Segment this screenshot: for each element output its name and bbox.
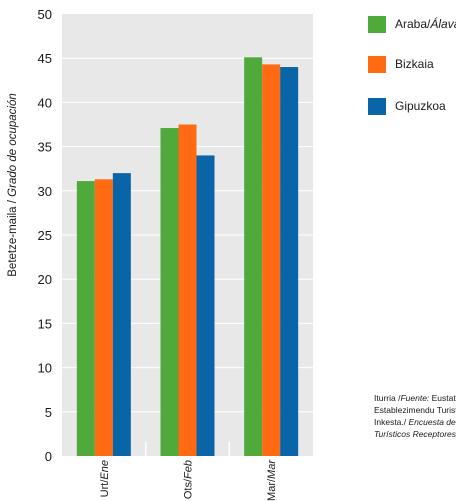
legend-label-araba: Araba/Álava <box>395 17 456 31</box>
y-tick-label: 0 <box>45 449 52 464</box>
y-tick-label: 30 <box>38 184 52 199</box>
source-line-1: Iturria /Fuente: Eustat. Establezimendu … <box>374 393 456 403</box>
bar <box>76 181 95 457</box>
legend-swatch-bizkaia <box>368 55 386 73</box>
y-axis-label: Betetze-maila / Grado de ocupación <box>7 93 19 276</box>
x-category-label: Ots/Feb <box>183 460 195 499</box>
y-tick-label: 15 <box>38 316 52 331</box>
y-tick-label: 35 <box>38 140 52 155</box>
bar <box>160 128 179 456</box>
y-axis-ticks: 0 5 10 15 20 25 30 35 40 45 50 <box>38 7 52 464</box>
legend-item-gipuzkoa: Gipuzkoa <box>368 96 446 116</box>
y-tick-label: 10 <box>38 361 52 376</box>
y-tick-label: 20 <box>38 272 52 287</box>
bar <box>244 57 263 456</box>
source-line-2: Establezimendu Turistiko <box>374 405 456 415</box>
legend-item-araba: Araba/Álava <box>368 14 456 34</box>
source-line-4: Turísticos Receptores <box>374 429 456 439</box>
legend-item-bizkaia: Bizkaia <box>368 54 434 74</box>
x-category-label: Mar/Mar <box>266 459 278 501</box>
source-line-3: Inkesta./ Encuesta de Establecimientos <box>374 417 456 427</box>
legend-swatch-gipuzkoa <box>368 97 386 115</box>
y-tick-label: 40 <box>38 95 52 110</box>
bar <box>196 155 215 456</box>
bars <box>76 57 299 457</box>
legend-label-gipuzkoa: Gipuzkoa <box>395 99 446 113</box>
y-tick-label: 5 <box>45 405 52 420</box>
y-tick-label: 25 <box>38 228 52 243</box>
source-note: Iturria /Fuente: Eustat. Establezimendu … <box>374 392 456 440</box>
legend-swatch-araba <box>368 15 386 33</box>
y-tick-label: 45 <box>38 51 52 66</box>
bar <box>262 64 281 456</box>
x-category-label: Urt/Ene <box>99 460 111 497</box>
legend-label-bizkaia: Bizkaia <box>395 57 434 71</box>
bar <box>112 173 131 456</box>
bar <box>178 124 197 456</box>
bar <box>94 179 113 457</box>
x-axis-categories: Urt/Ene Ots/Feb Mar/Mar <box>99 459 278 501</box>
y-tick-label: 50 <box>38 7 52 22</box>
bar <box>280 67 299 456</box>
